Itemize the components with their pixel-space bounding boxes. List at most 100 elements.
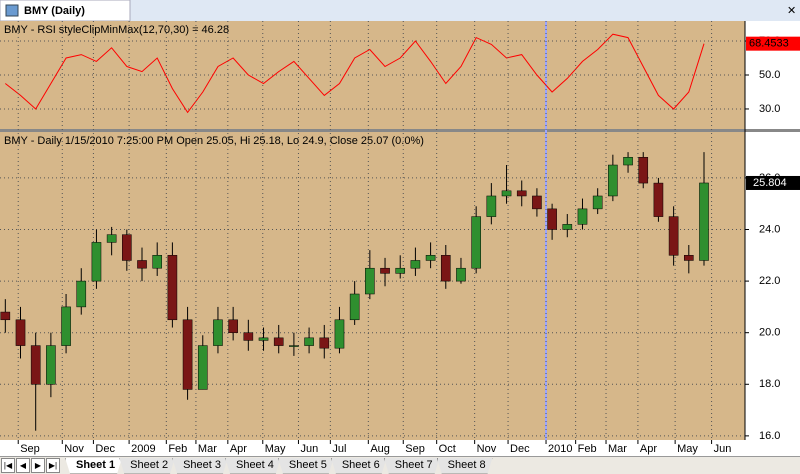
sheet-tab[interactable]: Sheet 6 bbox=[331, 458, 387, 474]
x-tick-label: Jun bbox=[714, 443, 732, 455]
x-tick-label: Aug bbox=[370, 443, 390, 455]
candle-body bbox=[668, 216, 679, 256]
candle-body bbox=[577, 208, 588, 225]
sheet-tab[interactable]: Sheet 3 bbox=[172, 458, 228, 474]
candle-body bbox=[501, 190, 512, 197]
candle-body bbox=[562, 224, 573, 230]
candle-body bbox=[365, 267, 375, 295]
candle-body bbox=[516, 190, 527, 197]
candle-body bbox=[228, 319, 238, 333]
sheet-tab[interactable]: Sheet 4 bbox=[225, 458, 281, 474]
candle-body bbox=[410, 260, 421, 269]
y-tick-label: 16.0 bbox=[759, 430, 780, 442]
window-title: BMY (Daily) bbox=[24, 5, 85, 17]
next-button[interactable]: ▶ bbox=[31, 458, 45, 473]
candle-body bbox=[213, 319, 223, 346]
chart-window: BMY (Daily) ✕ 30.050.070.068.453316.018.… bbox=[0, 0, 800, 456]
candle-body bbox=[61, 306, 71, 346]
candle-body bbox=[319, 337, 330, 349]
candle-body bbox=[91, 242, 102, 282]
sheet-tab[interactable]: Sheet 5 bbox=[278, 458, 334, 474]
candle-body bbox=[653, 182, 664, 217]
candle-body bbox=[380, 267, 390, 274]
candle-body bbox=[15, 319, 26, 346]
sheet-tab[interactable]: Sheet 2 bbox=[119, 458, 175, 474]
title-bar bbox=[0, 0, 800, 21]
sheet-tab[interactable]: Sheet 1 bbox=[65, 458, 122, 474]
candle-body bbox=[304, 337, 314, 346]
candle-body bbox=[486, 195, 497, 217]
candle-body bbox=[592, 195, 603, 210]
x-tick-label: Sep bbox=[20, 443, 40, 455]
candle-body bbox=[106, 234, 117, 243]
candle-body bbox=[289, 345, 299, 347]
x-tick-label: Dec bbox=[95, 443, 115, 455]
candle-body bbox=[76, 280, 87, 308]
y-tick-label: 30.0 bbox=[759, 103, 780, 115]
candle-body bbox=[638, 157, 649, 184]
y-tick-label: 24.0 bbox=[759, 223, 780, 235]
candle-body bbox=[349, 293, 360, 321]
x-tick-label: Feb bbox=[168, 443, 187, 455]
y-tick-label: 22.0 bbox=[759, 275, 780, 287]
candle-body bbox=[608, 164, 618, 197]
candle-body bbox=[623, 157, 633, 166]
candle-body bbox=[547, 208, 557, 230]
last-value-label: 68.4533 bbox=[749, 38, 789, 50]
candle-body bbox=[197, 345, 208, 390]
x-tick-label: Sep bbox=[405, 443, 425, 455]
sheet-tab[interactable]: Sheet 8 bbox=[437, 458, 493, 474]
x-tick-label: May bbox=[265, 443, 286, 455]
candle-body bbox=[440, 255, 451, 282]
candle-body bbox=[334, 319, 345, 349]
candle-body bbox=[46, 345, 56, 385]
x-tick-label: Mar bbox=[608, 443, 627, 455]
candle-body bbox=[0, 311, 11, 321]
rsi-title: BMY - RSI styleClipMinMax(12,70,30) = 46… bbox=[4, 24, 229, 36]
sheet-tabs: |◀ ◀ ▶ ▶| Sheet 1 Sheet 2 Sheet 3 Sheet 4 Sh… bbox=[0, 456, 800, 474]
x-axis bbox=[0, 440, 800, 456]
prev-button[interactable]: ◀ bbox=[16, 458, 30, 473]
candle-body bbox=[243, 332, 254, 341]
sheet-tab[interactable]: Sheet 7 bbox=[384, 458, 440, 474]
price-title: BMY - Daily 1/15/2010 7:25:00 PM Open 25… bbox=[4, 135, 424, 147]
x-tick-label: Apr bbox=[640, 443, 657, 455]
first-button[interactable]: |◀ bbox=[1, 458, 15, 473]
x-tick-label: Mar bbox=[198, 443, 217, 455]
last-value-box bbox=[746, 175, 800, 190]
candle-body bbox=[699, 182, 709, 261]
last-value-label: 25.804 bbox=[753, 177, 787, 189]
candle-body bbox=[532, 195, 542, 210]
candle-body bbox=[683, 255, 694, 261]
candle-body bbox=[182, 319, 193, 390]
y-tick-label: 20.0 bbox=[759, 327, 780, 339]
y-tick-label: 18.0 bbox=[759, 378, 780, 390]
candle-body bbox=[30, 345, 41, 385]
close-button[interactable]: ✕ bbox=[787, 5, 796, 17]
candle-body bbox=[122, 234, 132, 261]
candle-body bbox=[273, 337, 284, 346]
candle-body bbox=[425, 255, 436, 261]
x-tick-label: Apr bbox=[230, 443, 247, 455]
candle-body bbox=[137, 260, 147, 269]
candle-body bbox=[395, 267, 406, 274]
x-tick-label: Feb bbox=[578, 443, 597, 455]
candle-body bbox=[471, 216, 481, 269]
x-tick-label: Nov bbox=[64, 443, 84, 455]
x-tick-label: Jun bbox=[300, 443, 318, 455]
rsi-line bbox=[4, 33, 705, 114]
candle-body bbox=[456, 267, 466, 282]
pane-divider bbox=[0, 129, 800, 132]
candle-body bbox=[258, 337, 269, 341]
candle-body bbox=[152, 255, 163, 269]
last-button[interactable]: ▶| bbox=[46, 458, 60, 473]
x-tick-label: 2009 bbox=[131, 443, 155, 455]
window-icon bbox=[5, 4, 19, 17]
candle-body bbox=[167, 255, 178, 321]
x-tick-label: Dec bbox=[510, 443, 530, 455]
x-tick-label: Nov bbox=[477, 443, 497, 455]
x-tick-label: 2010 bbox=[548, 443, 572, 455]
x-tick-label: May bbox=[677, 443, 698, 455]
last-value-box bbox=[746, 36, 800, 51]
